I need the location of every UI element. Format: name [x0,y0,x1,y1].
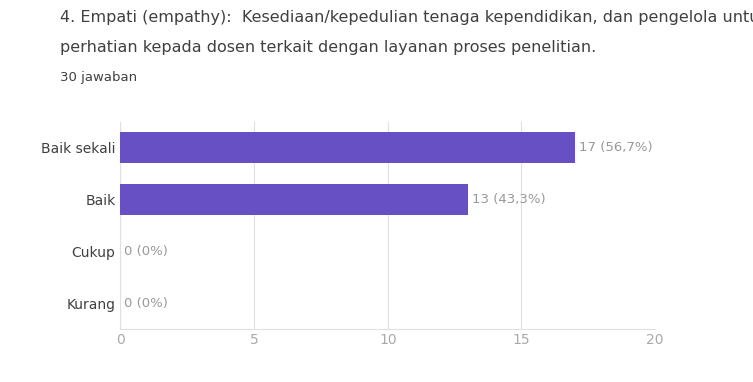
Text: 13 (43,3%): 13 (43,3%) [472,193,546,206]
Text: 4. Empati (empathy):  Kesediaan/kepedulian tenaga kependidikan, dan pengelola un: 4. Empati (empathy): Kesediaan/kepedulia… [60,10,753,24]
Bar [120,132,575,163]
Text: perhatian kepada dosen terkait dengan layanan proses penelitian.: perhatian kepada dosen terkait dengan la… [60,40,596,55]
Text: 0 (0%): 0 (0%) [124,297,169,310]
Text: 0 (0%): 0 (0%) [124,245,169,258]
Text: 30 jawaban: 30 jawaban [60,71,137,84]
Bar [120,184,468,215]
Text: 17 (56,7%): 17 (56,7%) [579,141,653,154]
